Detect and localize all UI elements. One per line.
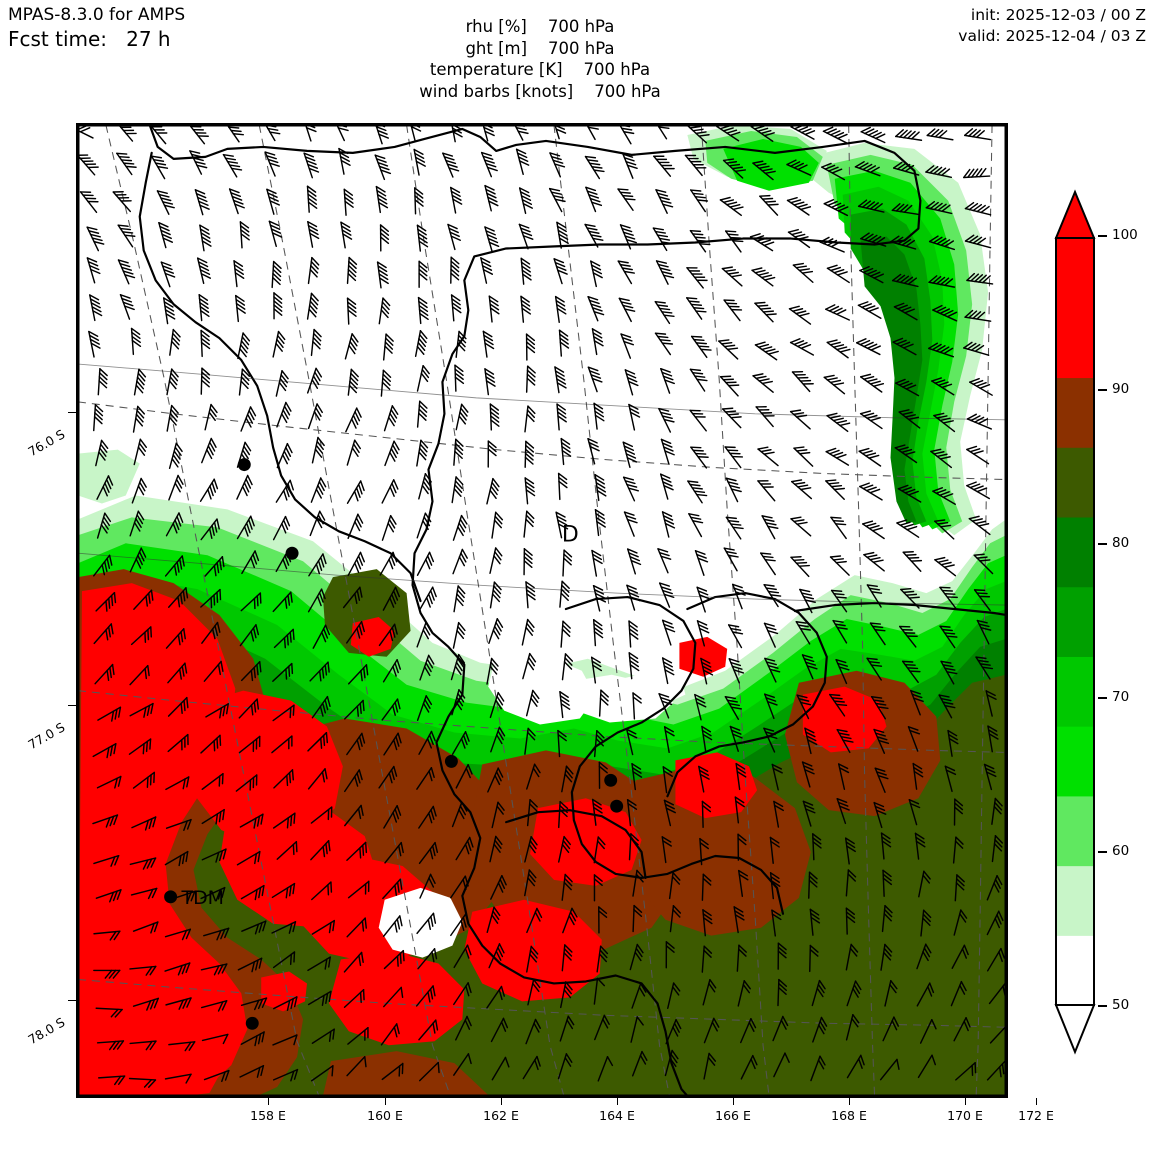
map-canvas: D TDM xyxy=(78,125,1006,1096)
x-tick-label-5: 168 E xyxy=(831,1108,867,1123)
colorbar-tick-mark xyxy=(1098,1005,1107,1007)
x-tick-label-2: 162 E xyxy=(483,1108,519,1123)
colorbar-band-0 xyxy=(1056,935,1094,1005)
contour-label-D: D xyxy=(562,522,579,547)
x-tick-label-1: 160 E xyxy=(367,1108,403,1123)
station-marker xyxy=(286,547,299,560)
field-line-ght: ght [m] 700 hPa xyxy=(330,38,750,60)
header-field-list: rhu [%] 700 hPa ght [m] 700 hPa temperat… xyxy=(330,16,750,102)
colorbar-tick-mark xyxy=(1098,697,1107,699)
colorbar-band-9 xyxy=(1056,308,1094,378)
station-marker xyxy=(238,458,251,471)
colorbar xyxy=(1052,120,1098,1060)
y-tick-label-1: 77.0 S xyxy=(25,719,67,752)
colorbar-band-2 xyxy=(1056,796,1094,866)
forecast-time: Fcst time: 27 h xyxy=(8,26,185,52)
field-line-temperature: temperature [K] 700 hPa xyxy=(330,59,750,81)
colorbar-band-6 xyxy=(1056,517,1094,587)
colorbar-tick-label-5: 50 xyxy=(1112,997,1129,1013)
colorbar-band-1 xyxy=(1056,866,1094,936)
station-label: TDM xyxy=(181,887,224,909)
header-left-block: MPAS-8.3.0 for AMPS Fcst time: 27 h xyxy=(8,4,185,52)
header: MPAS-8.3.0 for AMPS Fcst time: 27 h rhu … xyxy=(0,0,1160,112)
colorbar-band-4 xyxy=(1056,656,1094,726)
valid-time: valid: 2025-12-04 / 03 Z xyxy=(958,26,1146,47)
station-marker xyxy=(604,774,617,787)
colorbar-tick-label-2: 80 xyxy=(1112,535,1129,551)
y-tick-mark xyxy=(68,412,76,413)
x-tick-label-7: 172 E xyxy=(1018,1108,1054,1123)
x-tick-mark xyxy=(733,1098,734,1105)
x-tick-label-6: 170 E xyxy=(947,1108,983,1123)
x-tick-label-3: 164 E xyxy=(599,1108,635,1123)
x-tick-mark xyxy=(501,1098,502,1105)
init-time: init: 2025-12-03 / 00 Z xyxy=(958,5,1146,26)
colorbar-tick-label-1: 90 xyxy=(1112,381,1129,397)
x-tick-mark xyxy=(1036,1098,1037,1105)
field-line-wind-barbs: wind barbs [knots] 700 hPa xyxy=(330,81,750,103)
x-tick-mark xyxy=(965,1098,966,1105)
y-tick-mark xyxy=(68,1000,76,1001)
colorbar-tick-mark xyxy=(1098,235,1107,237)
colorbar-tick-label-3: 70 xyxy=(1112,689,1129,705)
colorbar-band-10 xyxy=(1056,238,1094,308)
colorbar-tick-label-0: 100 xyxy=(1112,227,1138,243)
colorbar-tick-mark xyxy=(1098,543,1107,545)
colorbar-tick-label-4: 60 xyxy=(1112,843,1129,859)
y-tick-label-0: 76.0 S xyxy=(25,426,67,459)
y-tick-mark xyxy=(68,705,76,706)
colorbar-band-8 xyxy=(1056,377,1094,447)
y-tick-label-2: 78.0 S xyxy=(25,1014,67,1047)
model-title: MPAS-8.3.0 for AMPS xyxy=(8,4,185,26)
station-marker xyxy=(610,800,623,813)
colorbar-tick-mark xyxy=(1098,851,1107,853)
map-plot-area: D TDM xyxy=(76,123,1008,1098)
x-tick-mark xyxy=(849,1098,850,1105)
x-tick-mark xyxy=(617,1098,618,1105)
x-tick-label-4: 166 E xyxy=(715,1108,751,1123)
colorbar-tick-mark xyxy=(1098,389,1107,391)
station-marker xyxy=(445,755,458,768)
station-marker xyxy=(246,1017,259,1030)
colorbar-band-7 xyxy=(1056,447,1094,517)
x-tick-mark xyxy=(268,1098,269,1105)
x-tick-mark xyxy=(385,1098,386,1105)
header-time-block: init: 2025-12-03 / 00 Z valid: 2025-12-0… xyxy=(958,5,1146,47)
station-marker xyxy=(164,890,177,903)
x-tick-label-0: 158 E xyxy=(250,1108,286,1123)
field-line-rhu: rhu [%] 700 hPa xyxy=(330,16,750,38)
colorbar-band-3 xyxy=(1056,726,1094,796)
colorbar-band-5 xyxy=(1056,587,1094,657)
